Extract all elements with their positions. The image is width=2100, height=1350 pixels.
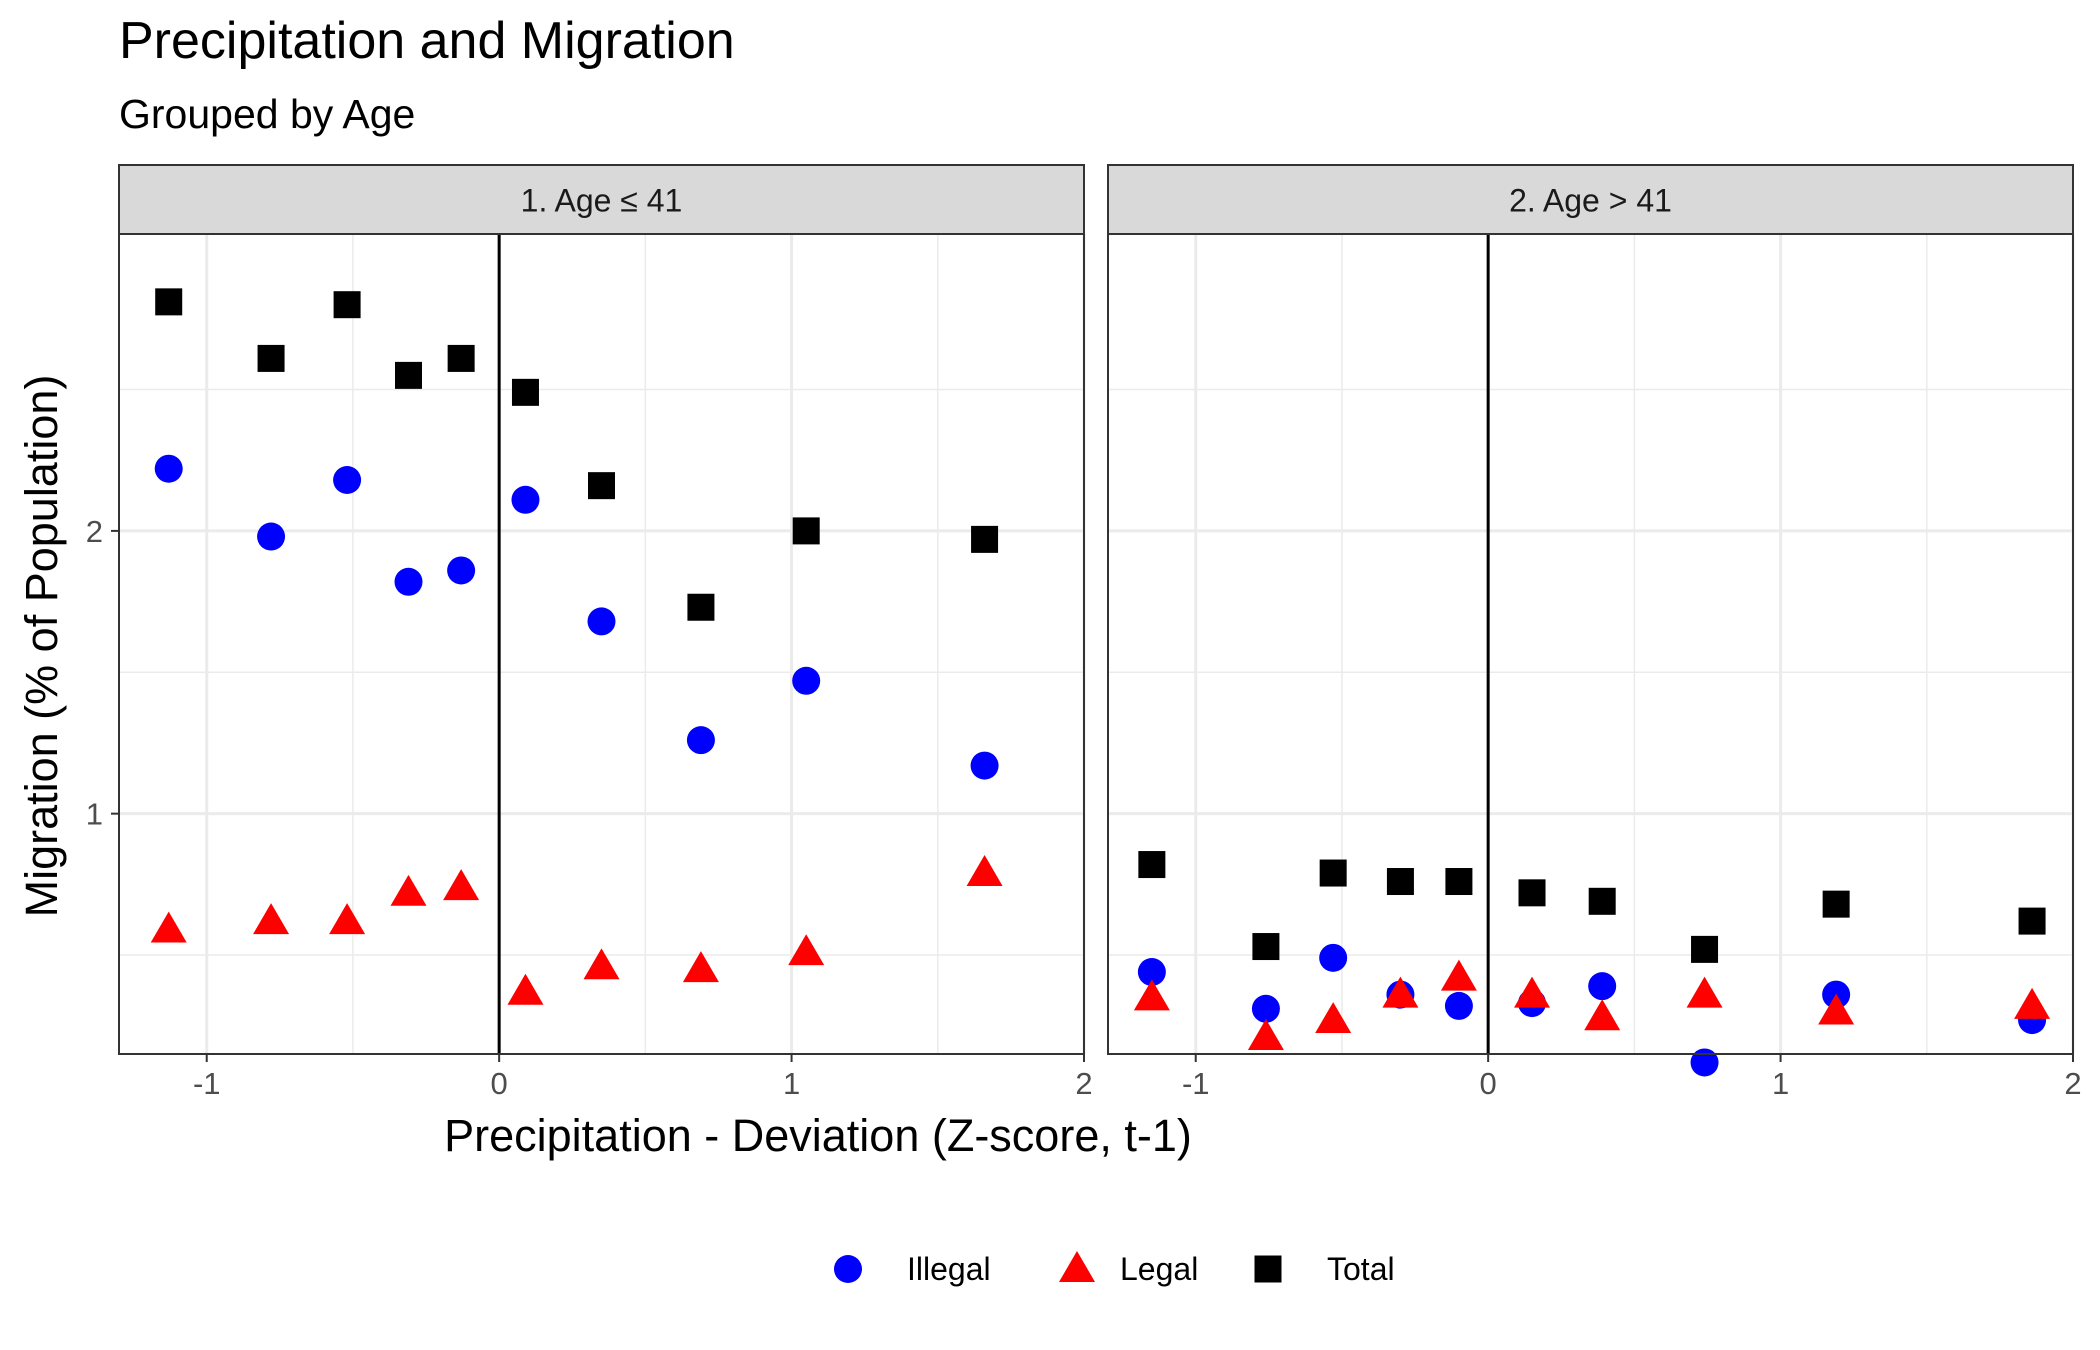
point-legal xyxy=(1382,976,1419,1008)
x-tick-label: 0 xyxy=(491,1066,508,1101)
point-illegal xyxy=(394,567,423,596)
legend-key-illegal xyxy=(834,1255,862,1283)
x-tick-label: -1 xyxy=(1182,1066,1210,1101)
legend-label-legal: Legal xyxy=(1120,1251,1198,1287)
point-legal xyxy=(682,951,719,983)
x-tick-label: 2 xyxy=(1075,1066,1092,1101)
facet-label: 1. Age ≤ 41 xyxy=(521,183,683,219)
point-illegal xyxy=(154,454,183,483)
point-total xyxy=(792,517,820,545)
point-legal xyxy=(507,973,544,1005)
legend-label-total: Total xyxy=(1327,1251,1395,1287)
point-legal xyxy=(1514,976,1551,1008)
legend: Illegal Legal Total xyxy=(834,1251,1395,1287)
point-total xyxy=(1252,933,1280,961)
point-total xyxy=(1822,890,1850,918)
point-total xyxy=(447,344,475,372)
point-legal xyxy=(1584,999,1621,1031)
point-illegal xyxy=(447,556,476,585)
point-illegal xyxy=(1251,994,1280,1023)
point-legal xyxy=(1440,959,1477,991)
point-legal xyxy=(1315,1002,1352,1034)
point-illegal xyxy=(1690,1048,1719,1077)
point-illegal xyxy=(1444,991,1473,1020)
point-legal xyxy=(966,855,1003,886)
point-total xyxy=(1445,868,1473,896)
point-illegal xyxy=(970,751,999,780)
point-total xyxy=(1588,887,1616,915)
point-total xyxy=(588,472,615,500)
point-legal xyxy=(1133,979,1170,1011)
point-legal xyxy=(1247,1019,1284,1050)
point-legal xyxy=(583,948,620,980)
point-total xyxy=(971,525,999,553)
point-legal xyxy=(1818,993,1855,1025)
x-tick-label: -1 xyxy=(193,1066,221,1101)
plot-background xyxy=(1108,234,2073,1054)
point-illegal xyxy=(1319,943,1348,972)
point-total xyxy=(1691,935,1719,963)
point-illegal xyxy=(587,607,616,636)
panel-age-le-41: 1. Age ≤ 41 -1 0 1 2 1 2 xyxy=(86,164,1093,1101)
panel-age-gt-41: 2. Age > 41 -1 0 1 2 xyxy=(1107,164,2082,1101)
x-axis-label: Precipitation - Deviation (Z-score, t-1) xyxy=(444,1110,1192,1161)
point-illegal xyxy=(686,726,715,755)
point-total xyxy=(395,361,422,389)
facet-strip xyxy=(118,164,1085,235)
point-legal xyxy=(390,874,427,906)
y-tick-label: 1 xyxy=(86,797,103,832)
point-illegal xyxy=(1588,972,1617,1001)
point-illegal xyxy=(257,522,286,551)
chart-subtitle: Grouped by Age xyxy=(119,91,415,137)
point-legal xyxy=(1686,976,1723,1008)
point-total xyxy=(333,291,361,319)
point-illegal xyxy=(792,666,821,695)
x-tick-label: 1 xyxy=(1772,1066,1789,1101)
legend-key-total xyxy=(1254,1255,1282,1283)
point-total xyxy=(1138,851,1166,879)
point-total xyxy=(257,344,285,372)
point-legal xyxy=(2014,987,2051,1019)
point-illegal xyxy=(1137,958,1166,986)
point-total xyxy=(1319,859,1347,887)
point-illegal xyxy=(333,466,362,494)
point-total xyxy=(2018,907,2046,935)
point-legal xyxy=(150,911,187,943)
point-total xyxy=(155,288,183,316)
chart-title: Precipitation and Migration xyxy=(119,12,735,70)
point-legal xyxy=(329,903,366,935)
facet-strip xyxy=(1107,164,2074,235)
x-tick-label: 2 xyxy=(2064,1066,2081,1101)
point-legal xyxy=(253,903,290,935)
point-total xyxy=(1518,879,1546,907)
x-tick-label: 0 xyxy=(1480,1066,1497,1101)
y-tick-label: 2 xyxy=(86,514,103,549)
point-legal xyxy=(788,934,825,966)
point-total xyxy=(511,378,539,406)
x-tick-label: 1 xyxy=(783,1066,800,1101)
point-legal xyxy=(443,869,480,901)
point-total xyxy=(1386,868,1414,896)
point-illegal xyxy=(511,485,540,514)
facet-label: 2. Age > 41 xyxy=(1509,183,1672,219)
y-axis-label: Migration (% of Population) xyxy=(16,375,67,918)
point-total xyxy=(687,593,715,621)
legend-label-illegal: Illegal xyxy=(907,1251,991,1287)
legend-key-legal xyxy=(1059,1251,1095,1282)
